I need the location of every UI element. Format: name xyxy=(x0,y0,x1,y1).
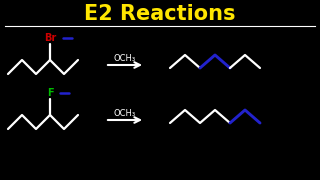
Text: E2 Reactions: E2 Reactions xyxy=(84,4,236,24)
Text: OCH₃: OCH₃ xyxy=(114,53,136,62)
Text: OCH₃: OCH₃ xyxy=(114,109,136,118)
Text: Br: Br xyxy=(44,33,56,43)
Text: F: F xyxy=(47,88,53,98)
